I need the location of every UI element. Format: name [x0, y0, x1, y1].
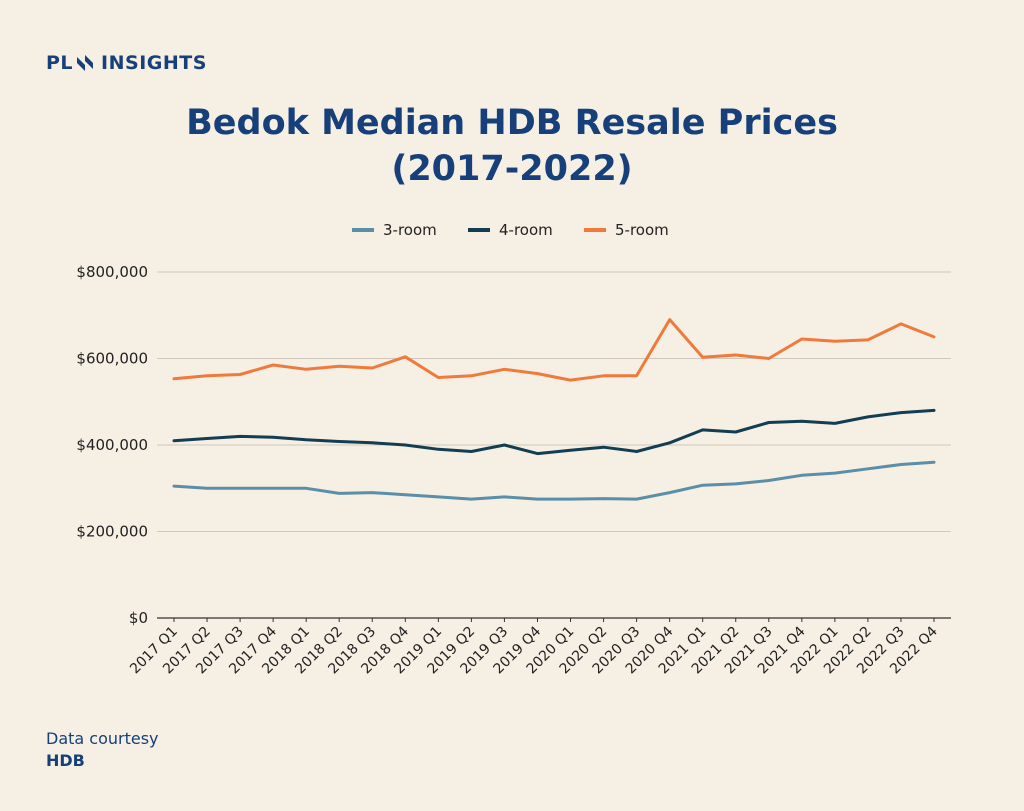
footer-line2: HDB — [46, 751, 85, 770]
y-tick-label: $400,000 — [76, 436, 148, 454]
brand-logo: PL INSIGHTS — [46, 52, 207, 74]
legend-label-3-room: 3-room — [383, 221, 437, 239]
series-line-5-room — [172, 318, 936, 382]
footer-line1: Data courtesy — [46, 729, 159, 748]
y-tick-label: $200,000 — [76, 523, 148, 541]
chart-title-line2: (2017-2022) — [391, 149, 633, 189]
series-line-4-room — [172, 408, 936, 456]
y-tick-label: $600,000 — [76, 350, 148, 368]
footer-source: Data courtesy HDB — [46, 728, 159, 772]
brand-mark-icon — [74, 53, 96, 73]
chart-title-line1: Bedok Median HDB Resale Prices — [186, 103, 838, 143]
brand-suffix: INSIGHTS — [101, 52, 207, 74]
brand-prefix: PL — [46, 52, 74, 74]
legend-label-5-room: 5-room — [615, 221, 669, 239]
legend-label-4-room: 4-room — [499, 221, 553, 239]
chart-title: Bedok Median HDB Resale Prices (2017-202… — [0, 100, 1024, 192]
series-line-3-room — [172, 460, 936, 501]
y-tick-label: $800,000 — [76, 263, 148, 281]
y-tick-label: $0 — [129, 609, 148, 627]
